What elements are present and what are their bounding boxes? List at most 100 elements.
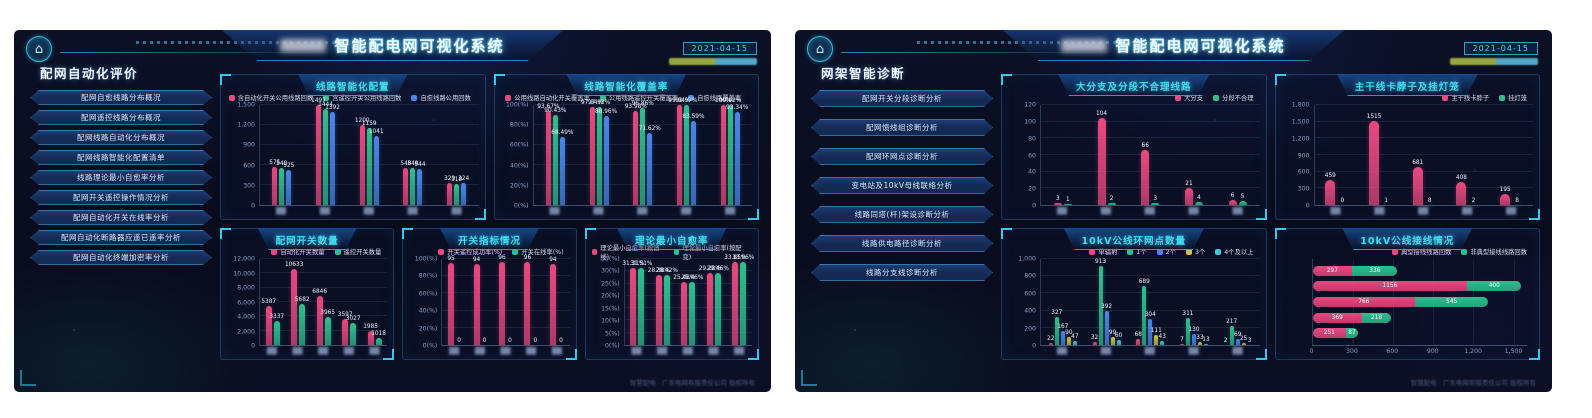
bar[interactable]: 3 bbox=[1053, 196, 1062, 205]
sidebar-item[interactable]: 配网自动化终端加密率分析 bbox=[30, 250, 212, 265]
bar-segment[interactable]: 766 bbox=[1312, 296, 1416, 307]
bar[interactable]: 32 bbox=[1091, 335, 1098, 345]
bar[interactable]: 3027 bbox=[346, 316, 361, 345]
bar[interactable]: 97.93% bbox=[588, 100, 610, 205]
bar[interactable]: 130 bbox=[1188, 327, 1199, 345]
bar[interactable]: 43 bbox=[1159, 334, 1166, 345]
home-button[interactable]: ⌂ bbox=[807, 36, 833, 62]
legend-item[interactable]: 自愈线路覆盖率 bbox=[688, 93, 741, 102]
sidebar-item[interactable]: 配网线路自动化分布概况 bbox=[30, 130, 212, 145]
legend-item[interactable]: 单辐射 bbox=[1089, 247, 1117, 256]
legend-item[interactable]: 开关遥控成功率(%) bbox=[438, 247, 502, 256]
bar[interactable]: 93.67% bbox=[537, 104, 559, 205]
bar[interactable]: 195 bbox=[1500, 187, 1511, 205]
sidebar-item[interactable]: 配网环网点诊断分析 bbox=[811, 148, 993, 165]
bar[interactable]: 99 bbox=[1109, 330, 1116, 345]
bar[interactable]: 33 bbox=[1196, 335, 1204, 345]
bar[interactable]: 318 bbox=[451, 177, 462, 205]
sidebar-item[interactable]: 线路供电路径诊断分析 bbox=[811, 235, 993, 252]
legend-item[interactable]: 3个 bbox=[1185, 247, 1205, 256]
legend-item[interactable]: 挂灯笼 bbox=[1499, 93, 1527, 102]
bar[interactable]: 33.96% bbox=[732, 255, 754, 345]
legend-item[interactable]: 主干线卡脖子 bbox=[1442, 93, 1489, 102]
bar[interactable]: 3597 bbox=[338, 312, 353, 345]
bar[interactable]: 93.34% bbox=[726, 105, 748, 205]
legend-item[interactable]: 2个 bbox=[1156, 247, 1176, 256]
legend-item[interactable]: 含自动化开关公用线路回数 bbox=[228, 93, 313, 102]
sidebar-item[interactable]: 配网馈线组诊断分析 bbox=[811, 119, 993, 136]
sidebar-item[interactable]: 配网开关分段诊断分析 bbox=[811, 90, 993, 107]
legend-item[interactable]: 含遥控开关公用线路回数 bbox=[323, 93, 401, 102]
bar[interactable]: 689 bbox=[1139, 279, 1150, 345]
bar[interactable]: 304 bbox=[1145, 312, 1156, 345]
bar[interactable]: 93.98% bbox=[625, 104, 647, 205]
bar[interactable]: 1444 bbox=[318, 102, 333, 205]
bar[interactable]: 88.96% bbox=[595, 109, 617, 205]
bar[interactable]: 95 bbox=[447, 256, 455, 345]
bar[interactable]: 21 bbox=[1184, 181, 1193, 205]
bar[interactable]: 327 bbox=[1051, 310, 1062, 345]
bar[interactable]: 681 bbox=[1412, 160, 1423, 205]
bar-segment[interactable]: 1156 bbox=[1312, 281, 1468, 292]
bar[interactable]: 28.42% bbox=[656, 268, 678, 345]
bar[interactable]: 25.46% bbox=[681, 275, 703, 345]
bar[interactable]: 548 bbox=[407, 161, 418, 205]
bar[interactable]: 68 bbox=[1135, 332, 1142, 345]
bar[interactable]: 6 bbox=[1228, 193, 1237, 205]
bar-segment[interactable]: 336 bbox=[1352, 265, 1398, 276]
sidebar-item[interactable]: 配网遥控线路分布概况 bbox=[30, 110, 212, 125]
bar[interactable]: 1041 bbox=[369, 129, 384, 205]
bar[interactable]: 100% bbox=[715, 98, 731, 205]
bar[interactable]: 66 bbox=[1141, 143, 1150, 205]
bar[interactable]: 99.94% bbox=[668, 98, 691, 205]
bar[interactable]: 99.97% bbox=[675, 98, 698, 205]
bar[interactable]: 324 bbox=[458, 176, 469, 205]
bar[interactable]: 3965 bbox=[320, 310, 335, 345]
bar[interactable]: 71.62% bbox=[639, 126, 661, 205]
sidebar-item[interactable]: 变电站及10kV母线联络分析 bbox=[811, 177, 993, 194]
bar-segment[interactable]: 218 bbox=[1361, 312, 1392, 323]
bar[interactable]: 217 bbox=[1226, 319, 1237, 345]
bar[interactable]: 1 bbox=[1063, 197, 1072, 205]
bar[interactable]: 68.49% bbox=[551, 130, 573, 205]
legend-item[interactable]: 4个及以上 bbox=[1215, 247, 1254, 256]
bar[interactable]: 6846 bbox=[312, 289, 327, 345]
bar[interactable]: 83.59% bbox=[682, 114, 705, 205]
bar[interactable]: 28.38% bbox=[648, 268, 670, 345]
bar[interactable]: 96 bbox=[524, 255, 531, 345]
bar[interactable]: 459 bbox=[1325, 173, 1336, 205]
bar[interactable]: 392 bbox=[1101, 304, 1112, 345]
bar[interactable]: 29.28% bbox=[699, 266, 721, 345]
bar[interactable]: 99.92% bbox=[719, 98, 741, 205]
bar[interactable]: 90 bbox=[1065, 330, 1073, 345]
bar[interactable]: 1392 bbox=[325, 105, 340, 205]
bar[interactable]: 69 bbox=[1234, 332, 1241, 345]
bar[interactable]: 5387 bbox=[261, 299, 276, 345]
legend-item[interactable]: 公用线路自动化开关覆盖率 bbox=[505, 93, 590, 102]
bar-segment[interactable]: 400 bbox=[1467, 281, 1522, 292]
bar[interactable]: 22 bbox=[1047, 336, 1055, 345]
sidebar-item[interactable]: 配网线路智能化配置清单 bbox=[30, 150, 212, 165]
bar-segment[interactable]: 545 bbox=[1415, 296, 1489, 307]
bar[interactable]: 1515 bbox=[1367, 114, 1381, 205]
bar[interactable]: 4 bbox=[1194, 195, 1203, 205]
bar[interactable]: 329 bbox=[444, 176, 455, 205]
bar-segment[interactable]: 87 bbox=[1346, 328, 1358, 339]
legend-item[interactable]: 1个 bbox=[1127, 247, 1147, 256]
bar[interactable]: 94 bbox=[473, 257, 480, 345]
bar[interactable]: 3 bbox=[1151, 196, 1160, 205]
bar[interactable]: 3337 bbox=[269, 314, 284, 345]
bar[interactable]: 33.85% bbox=[724, 255, 746, 345]
bar[interactable]: 25.48% bbox=[673, 275, 695, 345]
bar[interactable]: 525 bbox=[283, 163, 294, 205]
bar[interactable]: 29.46% bbox=[707, 266, 729, 345]
legend-item[interactable]: 遥控开关数量 bbox=[334, 247, 381, 256]
bar[interactable]: 111 bbox=[1151, 328, 1162, 345]
bar[interactable]: 1159 bbox=[362, 121, 377, 205]
sidebar-item[interactable]: 配网自动化开关在线率分析 bbox=[30, 210, 212, 225]
bar[interactable]: 104 bbox=[1096, 111, 1107, 205]
bar-segment[interactable]: 369 bbox=[1312, 312, 1362, 323]
bar[interactable]: 60 bbox=[1115, 333, 1122, 345]
sidebar-item[interactable]: 线路分支线诊断分析 bbox=[811, 264, 993, 281]
bar[interactable]: 25 bbox=[1240, 336, 1247, 345]
